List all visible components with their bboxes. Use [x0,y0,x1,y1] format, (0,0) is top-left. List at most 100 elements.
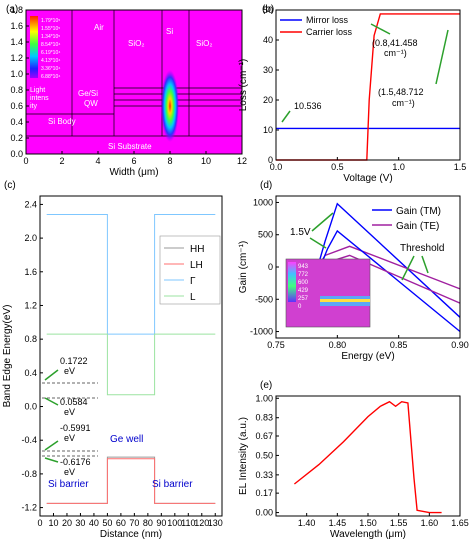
legend-box [159,235,221,305]
legend-entry: Mirror loss [306,15,348,25]
x-tick-label: 0 [37,518,42,528]
y-tick-label: 20 [263,95,273,105]
annotation-u1: eV [64,366,75,376]
panel-b-axes: 0.0 0.5 1.0 1.5 0 10 20 30 40 50 Voltage (V) Loss (… [238,5,466,184]
panel-c-tag: (c) [4,180,16,191]
legend-value: 6.19*10⁴ [41,50,60,56]
annotation-carrier-mid-unit: cm⁻¹) [384,48,407,58]
x-tick-label: 130 [208,518,223,528]
annotation-v1: 0.1722 [60,356,88,366]
x-tick-label: 20 [62,518,72,528]
y-tick-label: 0 [268,155,273,165]
y-tick-label: -1000 [250,327,273,337]
y-tick-label: 1.6 [10,21,23,31]
y-tick-label: 2.4 [24,199,37,209]
annotation-carrier-right-unit: cm⁻¹) [392,98,415,108]
y-axis-label: Gain (cm⁻¹) [238,241,249,294]
legend-entry: Gain (TM) [396,206,441,217]
x-tick-label: 90 [156,518,166,528]
y-tick-label: 0.8 [10,85,23,95]
x-axis-label: Energy (eV) [341,351,394,362]
panel-e-axes: 1.40 1.45 1.50 1.55 1.60 1.65 0.00 0.17 0.33 0.50… [238,393,469,540]
y-tick-label: 0.83 [255,413,273,423]
plot-frame [275,9,461,161]
arrow-carrier-mid [370,23,391,35]
annotation-u3: eV [64,433,75,443]
x-tick-label: 8 [167,156,172,166]
label-air: Air [94,23,104,32]
label-si-barrier-right: Si barrier [152,479,193,490]
x-tick-label: 70 [129,518,139,528]
annotation-u4: eV [64,467,75,477]
x-tick-label: 80 [143,518,153,528]
y-tick-label: 1000 [253,197,273,207]
y-tick-label: -1.2 [21,503,37,513]
legend-entry: Γ [190,276,196,287]
y-tick-label: 0.0 [24,402,37,412]
legend-value: 1.55*10⁵ [41,26,60,32]
y-tick-label: 0.00 [255,508,273,518]
legend-title-3: ity [30,103,38,110]
heatmap-legend-values: 1.79*10⁵ 1.55*10⁵ 1.34*10⁵ 8.54*10⁴ 6.19… [41,18,60,80]
y-tick-label: 2.0 [24,233,37,243]
annotation-v2: 0.0584 [60,397,88,407]
y-tick-label: 1.2 [10,53,23,63]
x-tick-label: 6 [131,156,136,166]
y-tick-label: 0.33 [255,470,273,480]
panel-d-tag: (d) [260,180,272,191]
series-line-secondary [319,229,461,333]
heatmap-hotspot [161,70,179,142]
x-tick-label: 110 [181,518,195,528]
legend-title-2: intens [30,95,49,102]
y-tick-label: 0.67 [255,431,273,441]
x-tick-label: 0.90 [451,340,469,350]
y-axis-label: Loss (cm⁻¹) [238,59,249,112]
series-line-gain-tm- [317,202,461,318]
x-tick-label: 60 [116,518,126,528]
x-axis-label: Distance (nm) [100,529,162,540]
x-tick-label: 0.0 [270,162,283,172]
x-tick-label: 120 [194,518,209,528]
y-axis-label: EL Intensity (a.u.) [238,417,249,495]
x-tick-label: 0 [23,156,28,166]
x-tick-label: 10 [201,156,211,166]
x-tick-label: 1.5 [454,162,467,172]
y-tick-label: 0.17 [255,488,273,498]
annotation-arrows-c [44,369,59,463]
series-line-carrier-loss [276,13,460,161]
legend-entry: L [190,292,196,303]
x-tick-label: 1.0 [392,162,405,172]
x-tick-label: 1.65 [451,518,469,528]
inset-value: 0 [298,304,302,310]
panel-a: (a) 1.79*10⁵ 1.55*10⁵ 1.34*10⁵ 8.54*10⁴ … [6,4,247,178]
annotation-u2: eV [64,407,75,417]
series-line-l [46,333,216,396]
x-tick-label: 1.40 [298,518,316,528]
label-gesi-qw-1: Ge/Si [78,89,98,98]
legend-value: 1.34*10⁵ [41,34,60,40]
plot-frame [39,195,223,517]
heatmap-background [26,10,242,154]
legend-entry: Carrier loss [306,27,353,37]
y-tick-label: 0.50 [255,450,273,460]
panel-b-tag: (b) [262,4,274,15]
y-axis-label: Band Edge Energy(eV) [2,305,13,408]
x-tick-label: 1.60 [421,518,439,528]
label-gesi-qw-2: QW [84,99,98,108]
series-line-- [46,214,216,335]
annotation-arrows-d [309,212,429,281]
label-si-body: Si Body [48,117,76,126]
annotation-threshold: Threshold [400,243,444,254]
y-tick-label: 10 [263,125,273,135]
x-tick-label: 1.45 [329,518,347,528]
y-tick-label: 50 [263,5,273,15]
y-tick-label: -0.4 [21,435,37,445]
band-offset-markers [42,382,98,457]
label-sio2-left: SiO₂ [128,39,144,48]
y-tick-label: 1.8 [10,5,23,15]
annotation-v3: -0.5991 [60,423,91,433]
heatmap-legend-bar [30,16,38,78]
y-tick-label: 40 [263,35,273,45]
panel-e: (e) 1.40 1.45 1.50 1.55 1.60 1.65 0.00 0.17 0.33… [238,380,469,540]
